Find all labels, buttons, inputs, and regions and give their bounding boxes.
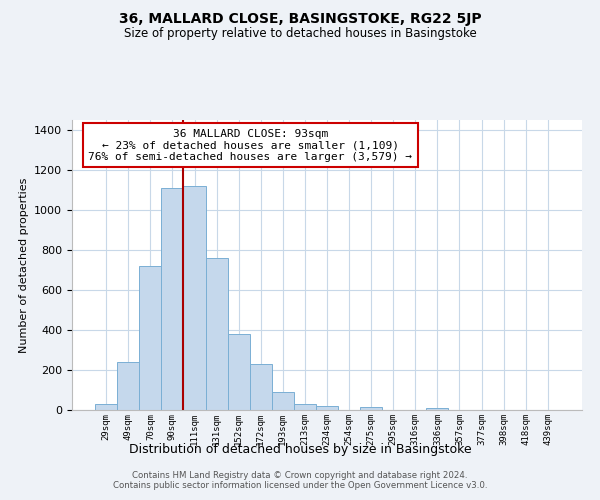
Bar xyxy=(360,407,382,410)
Bar xyxy=(95,404,117,410)
Bar xyxy=(206,258,227,410)
Y-axis label: Number of detached properties: Number of detached properties xyxy=(19,178,29,352)
Text: Distribution of detached houses by size in Basingstoke: Distribution of detached houses by size … xyxy=(128,442,472,456)
Bar xyxy=(294,404,316,410)
Bar xyxy=(316,406,338,410)
Bar xyxy=(427,408,448,410)
Bar xyxy=(227,334,250,410)
Bar xyxy=(184,186,206,410)
Bar xyxy=(117,362,139,410)
Bar xyxy=(139,266,161,410)
Text: 36, MALLARD CLOSE, BASINGSTOKE, RG22 5JP: 36, MALLARD CLOSE, BASINGSTOKE, RG22 5JP xyxy=(119,12,481,26)
Bar xyxy=(161,188,184,410)
Bar xyxy=(272,392,294,410)
Bar xyxy=(250,364,272,410)
Text: Size of property relative to detached houses in Basingstoke: Size of property relative to detached ho… xyxy=(124,28,476,40)
Text: Contains HM Land Registry data © Crown copyright and database right 2024.
Contai: Contains HM Land Registry data © Crown c… xyxy=(113,470,487,490)
Text: 36 MALLARD CLOSE: 93sqm
← 23% of detached houses are smaller (1,109)
76% of semi: 36 MALLARD CLOSE: 93sqm ← 23% of detache… xyxy=(89,128,413,162)
